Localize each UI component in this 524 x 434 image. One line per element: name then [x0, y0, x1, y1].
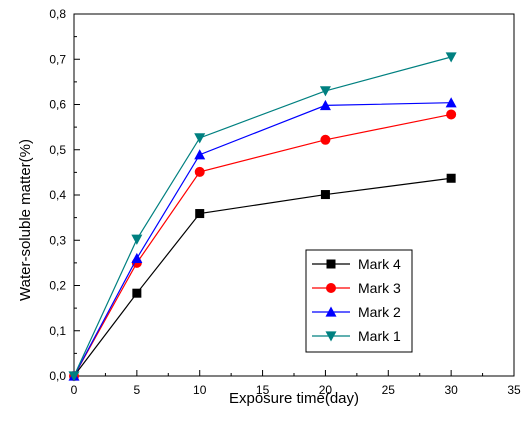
- plot-area: [73, 13, 515, 377]
- y-axis: 0,0 0,1 0,2 0,3 0,4 0,5 0,6 0,7 0,8: [49, 7, 80, 383]
- data-point: [445, 52, 457, 63]
- x-tick-label: 25: [382, 383, 396, 397]
- data-point: [320, 190, 330, 200]
- x-tick-label: 20: [319, 383, 333, 397]
- legend-marker: [326, 259, 336, 269]
- y-tick-label: 0,1: [49, 324, 66, 338]
- x-axis-label: Exposure time(day): [229, 390, 359, 407]
- x-tick-label: 10: [193, 383, 207, 397]
- x-axis: 0 5 10 15 20 25 30 35: [71, 370, 521, 397]
- series-group: [68, 52, 457, 382]
- legend-label: Mark 3: [358, 280, 401, 296]
- data-point: [446, 109, 457, 120]
- data-point: [446, 173, 456, 183]
- data-point: [445, 97, 457, 108]
- legend: Mark 4 Mark 3 Mark 2 Mark 1: [305, 249, 413, 353]
- data-point: [319, 99, 331, 111]
- y-tick-label: 0,6: [49, 98, 66, 112]
- y-tick-label: 0,5: [49, 143, 66, 157]
- legend-marker: [326, 283, 336, 293]
- series-group: [68, 97, 457, 381]
- data-point: [195, 209, 205, 219]
- x-tick-label: 30: [444, 383, 458, 397]
- x-tick-label: 15: [256, 383, 270, 397]
- y-tick-label: 0,8: [49, 7, 66, 21]
- data-point: [68, 371, 80, 382]
- legend-label: Mark 4: [358, 256, 401, 272]
- data-point: [194, 149, 206, 160]
- legend-box: [305, 249, 413, 353]
- data-point: [131, 252, 143, 264]
- plot-border: [73, 13, 515, 377]
- data-point: [320, 134, 331, 145]
- legend-marker: [325, 331, 337, 342]
- data-point: [194, 133, 206, 144]
- x-tick-label: 0: [71, 383, 78, 397]
- y-tick-label: 0,0: [49, 369, 66, 383]
- legend-label: Mark 1: [358, 328, 401, 344]
- data-point: [194, 166, 205, 177]
- x-tick-label: 5: [134, 383, 141, 397]
- y-tick-label: 0,7: [49, 52, 66, 66]
- data-point: [131, 234, 143, 245]
- data-point: [319, 86, 331, 97]
- y-axis-label: Water-soluble matter(%): [17, 139, 34, 301]
- data-point: [132, 288, 142, 298]
- legend-marker: [325, 306, 337, 317]
- y-tick-label: 0,4: [49, 188, 66, 202]
- series-layer: [68, 52, 457, 382]
- y-tick-label: 0,3: [49, 233, 66, 247]
- x-tick-label: 35: [507, 383, 521, 397]
- y-tick-label: 0,2: [49, 279, 66, 293]
- legend-label: Mark 2: [358, 304, 401, 320]
